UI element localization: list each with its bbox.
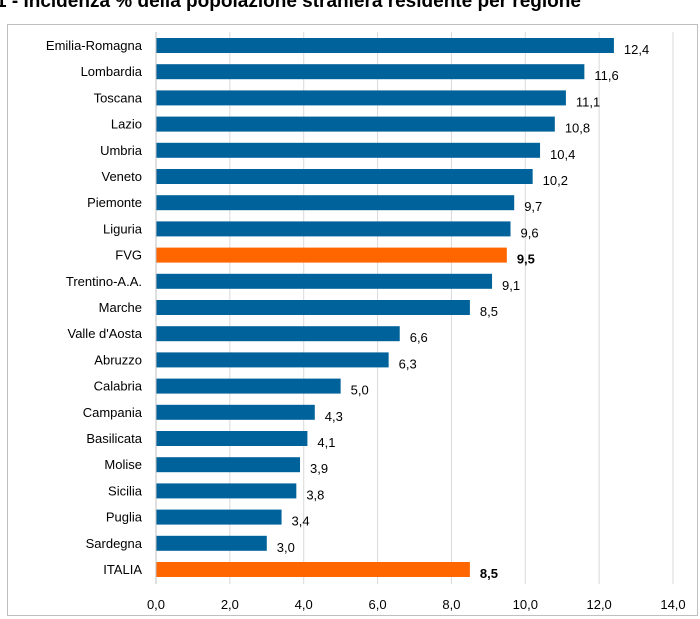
- bar: [156, 562, 470, 577]
- bar: [156, 38, 614, 53]
- category-label: Marche: [99, 300, 142, 315]
- value-label: 10,2: [543, 173, 568, 188]
- bar: [156, 326, 400, 342]
- bar: [156, 404, 315, 420]
- category-label: Piemonte: [87, 195, 142, 210]
- value-label: 4,3: [325, 409, 343, 424]
- x-tick-label: 6,0: [369, 597, 387, 612]
- bar: [156, 142, 541, 158]
- x-tick-label: 8,0: [442, 597, 460, 612]
- value-label: 9,1: [502, 278, 520, 293]
- value-label: 6,6: [410, 330, 428, 345]
- bar: [156, 195, 515, 211]
- category-label: Sicilia: [108, 483, 143, 498]
- category-label: Campania: [83, 405, 143, 420]
- value-label: 8,5: [480, 304, 498, 319]
- bar: [156, 300, 470, 315]
- category-label: ITALIA: [103, 562, 142, 577]
- bar: [156, 64, 585, 80]
- bar: [156, 169, 533, 184]
- category-label: Liguria: [103, 221, 143, 236]
- x-tick-label: 10,0: [513, 597, 538, 612]
- value-label: 9,7: [524, 199, 542, 214]
- category-label: Abruzzo: [94, 352, 142, 367]
- chart-frame: [7, 24, 698, 616]
- category-label: Puglia: [106, 510, 143, 525]
- bar: [156, 483, 297, 499]
- x-tick-label: 12,0: [586, 597, 611, 612]
- value-label: 6,3: [399, 356, 417, 371]
- category-label: FVG: [115, 248, 142, 263]
- value-label: 5,0: [351, 383, 369, 398]
- x-tick-label: 0,0: [147, 597, 165, 612]
- bar: [156, 352, 389, 368]
- value-label: 3,8: [306, 487, 324, 502]
- bar: [156, 431, 308, 446]
- bar: [156, 273, 493, 289]
- value-label: 11,6: [594, 68, 618, 83]
- value-label: 8,5: [480, 566, 498, 581]
- category-label: Lombardia: [81, 64, 143, 79]
- x-tick-label: 4,0: [295, 597, 313, 612]
- category-label: Trentino-A.A.: [66, 274, 142, 289]
- category-label: Molise: [104, 457, 142, 472]
- bar: [156, 378, 341, 394]
- value-label: 9,6: [521, 225, 539, 240]
- bar: [156, 509, 282, 525]
- category-label: Basilicata: [86, 431, 142, 446]
- category-label: Veneto: [102, 169, 143, 184]
- value-label: 11,1: [576, 94, 600, 109]
- value-label: 10,4: [550, 147, 575, 162]
- chart-title-text: 1 - Incidenza % della popolazione strani…: [0, 0, 581, 12]
- x-tick-label: 2,0: [221, 597, 239, 612]
- value-label: 3,4: [292, 514, 310, 529]
- bar: [156, 90, 566, 106]
- value-label: 12,4: [624, 42, 649, 57]
- value-label: 10,8: [565, 121, 590, 136]
- category-label: Calabria: [94, 379, 143, 394]
- chart-title: 1 - Incidenza % della popolazione strani…: [0, 0, 700, 17]
- x-tick-label: 14,0: [660, 597, 685, 612]
- bar: [156, 457, 301, 473]
- bar: [156, 116, 555, 132]
- category-label: Toscana: [94, 90, 143, 105]
- category-label: Valle d'Aosta: [67, 326, 142, 341]
- category-label: Lazio: [111, 117, 142, 132]
- value-label: 9,5: [517, 252, 535, 267]
- value-label: 3,0: [277, 540, 295, 555]
- value-label: 3,9: [310, 461, 328, 476]
- category-label: Sardegna: [86, 536, 143, 551]
- category-label: Umbria: [100, 143, 143, 158]
- value-label: 4,1: [317, 435, 335, 450]
- bar: [156, 535, 267, 551]
- category-label: Emilia-Romagna: [46, 38, 143, 53]
- bar: [156, 247, 507, 263]
- bar: [156, 221, 511, 237]
